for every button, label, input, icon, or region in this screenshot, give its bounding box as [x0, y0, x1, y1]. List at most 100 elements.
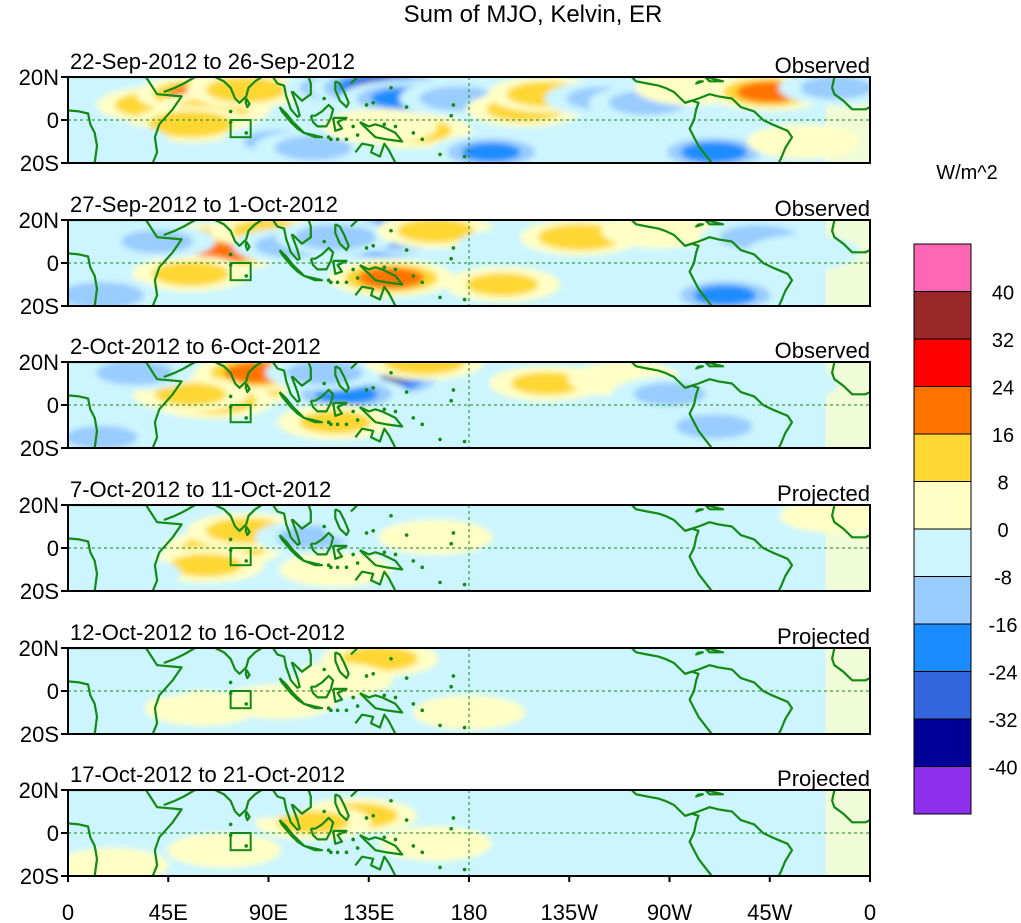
colorbar-swatch — [913, 718, 972, 767]
coastline-segment — [68, 77, 183, 163]
figure-title: Sum of MJO, Kelvin, ER — [404, 1, 663, 28]
colorbar-label: 8 — [997, 473, 1008, 495]
anomaly-field — [68, 220, 861, 306]
island-marker — [355, 846, 360, 850]
coastline-segment — [332, 544, 348, 560]
anomaly-map — [67, 219, 871, 307]
coastline-segment — [359, 692, 404, 714]
island-marker — [228, 822, 233, 827]
coastline-segment — [354, 570, 397, 591]
island-marker — [462, 725, 467, 730]
island-marker — [351, 267, 355, 272]
island-marker — [420, 280, 425, 285]
island-marker — [351, 837, 355, 842]
index-region-box — [229, 404, 252, 424]
island-marker — [438, 295, 442, 300]
island-marker — [326, 278, 331, 282]
island-marker — [404, 105, 409, 109]
coastline-segment — [214, 362, 263, 389]
colorbar-label: 0 — [997, 520, 1008, 542]
coastline-segment — [359, 264, 404, 286]
anomaly-map — [67, 504, 871, 592]
panel-date-range: 12-Oct-2012 to 16-Oct-2012 — [70, 620, 345, 645]
island-marker — [351, 695, 355, 700]
anomaly-blob — [68, 123, 170, 160]
colorbar-label: 32 — [992, 330, 1014, 352]
panel-status: Projected — [777, 624, 870, 649]
island-marker — [244, 702, 249, 706]
colorbar-label: 40 — [992, 283, 1014, 305]
coastlines — [68, 505, 870, 591]
coastline-segment — [684, 378, 794, 448]
coastline-segment — [350, 648, 359, 656]
island-marker — [244, 416, 249, 420]
lon-label: 135W — [541, 900, 599, 923]
coastline-segment — [695, 365, 705, 370]
island-marker — [420, 422, 425, 427]
island-marker — [322, 524, 326, 529]
island-marker — [389, 85, 393, 90]
anomaly-blob — [800, 77, 870, 100]
island-marker — [438, 580, 442, 585]
panel-date-range: 27-Sep-2012 to 1-Oct-2012 — [70, 192, 338, 217]
island-marker — [326, 706, 331, 710]
anomaly-blob — [746, 124, 860, 159]
coastline-segment — [350, 77, 359, 85]
island-marker — [411, 416, 416, 420]
island-marker — [355, 418, 360, 422]
island-marker — [438, 865, 442, 870]
island-marker — [393, 267, 398, 272]
island-marker — [322, 667, 326, 672]
anomaly-blob — [378, 519, 493, 555]
island-marker — [351, 552, 355, 557]
coastline-segment — [695, 80, 705, 85]
island-marker — [335, 280, 340, 285]
island-marker — [355, 704, 360, 708]
lon-label: 180 — [451, 900, 488, 923]
coastline-segment — [350, 220, 359, 228]
coastline-segment — [704, 790, 725, 796]
island-marker — [329, 280, 333, 285]
island-marker — [335, 708, 340, 713]
island-marker — [420, 708, 425, 713]
island-marker — [326, 420, 331, 424]
island-marker — [364, 388, 369, 392]
colorbar-swatch — [913, 433, 972, 482]
island-marker — [371, 672, 376, 676]
coastline-segment — [830, 790, 870, 824]
coastlines — [68, 648, 870, 734]
coastline-segment — [303, 559, 324, 567]
anomaly-blob — [466, 272, 539, 297]
island-marker — [335, 422, 340, 427]
panel-3: 2-Oct-2012 to 6-Oct-2012 Observed 20N 0 20S — [19, 334, 871, 461]
coastline-segment — [272, 790, 312, 831]
coastline-segment — [309, 246, 335, 271]
island-marker — [335, 137, 340, 142]
lat-label: 20N — [19, 636, 59, 661]
coastline-segment — [830, 220, 870, 254]
anomaly-blob — [546, 552, 660, 587]
panel-status: Observed — [775, 196, 870, 221]
coastline-segment — [704, 220, 725, 226]
coastline-segment — [350, 362, 359, 370]
coastline-segment — [272, 648, 312, 689]
island-marker — [355, 133, 360, 137]
coastline-segment — [354, 142, 397, 163]
coastline-segment — [163, 790, 196, 807]
anomaly-blob — [397, 220, 475, 243]
island-marker — [371, 386, 376, 390]
colorbar-label: -32 — [989, 710, 1018, 732]
island-marker — [355, 276, 360, 280]
coastline-segment — [334, 365, 350, 394]
lat-label: 20S — [20, 294, 59, 319]
island-marker — [420, 137, 425, 142]
coastline-segment — [303, 131, 324, 139]
coastline-segment — [332, 829, 348, 845]
index-region-box — [229, 690, 252, 710]
lat-label: 20N — [19, 493, 59, 518]
anomaly-map — [67, 647, 871, 735]
panel-5: 12-Oct-2012 to 16-Oct-2012 Projected 20N 0 2… — [19, 620, 871, 747]
colorbar-swatch — [913, 386, 972, 435]
island-marker — [244, 131, 249, 135]
